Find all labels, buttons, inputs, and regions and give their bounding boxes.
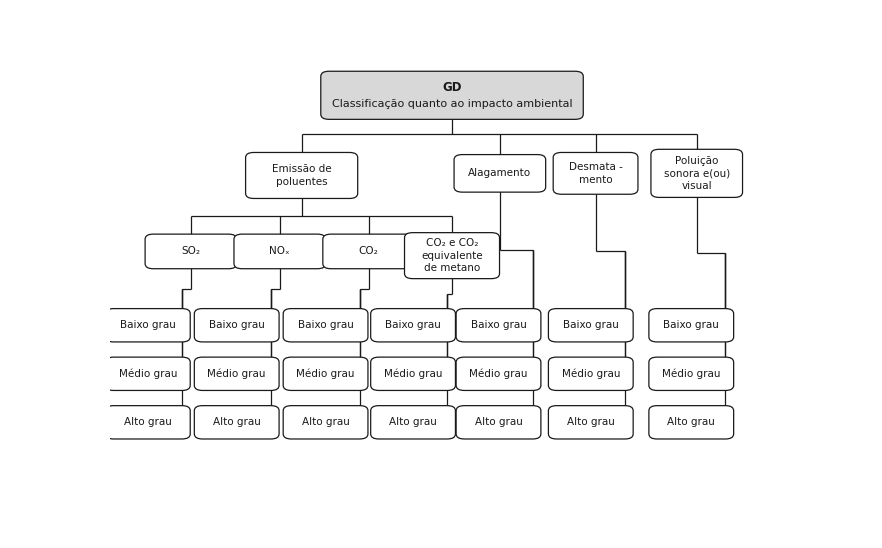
Text: Baixo grau: Baixo grau bbox=[385, 320, 441, 330]
Text: Médio grau: Médio grau bbox=[207, 369, 266, 379]
FancyBboxPatch shape bbox=[106, 309, 191, 342]
FancyBboxPatch shape bbox=[549, 357, 633, 391]
FancyBboxPatch shape bbox=[651, 149, 743, 197]
Text: Médio grau: Médio grau bbox=[562, 369, 620, 379]
FancyBboxPatch shape bbox=[106, 357, 191, 391]
FancyBboxPatch shape bbox=[194, 357, 279, 391]
Text: Emissão de
poluentes: Emissão de poluentes bbox=[272, 164, 332, 187]
FancyBboxPatch shape bbox=[106, 406, 191, 439]
Text: Classificação quanto ao impacto ambiental: Classificação quanto ao impacto ambienta… bbox=[332, 99, 572, 109]
FancyBboxPatch shape bbox=[549, 309, 633, 342]
Text: Médio grau: Médio grau bbox=[662, 369, 721, 379]
FancyBboxPatch shape bbox=[370, 406, 455, 439]
FancyBboxPatch shape bbox=[405, 233, 499, 278]
FancyBboxPatch shape bbox=[146, 234, 236, 269]
FancyBboxPatch shape bbox=[370, 357, 455, 391]
FancyBboxPatch shape bbox=[370, 309, 455, 342]
Text: Desmata -
mento: Desmata - mento bbox=[569, 162, 623, 185]
FancyBboxPatch shape bbox=[323, 234, 415, 269]
FancyBboxPatch shape bbox=[649, 357, 734, 391]
Text: Alto grau: Alto grau bbox=[302, 418, 349, 427]
Text: Alto grau: Alto grau bbox=[213, 418, 261, 427]
Text: Alto grau: Alto grau bbox=[668, 418, 715, 427]
Text: Médio grau: Médio grau bbox=[384, 369, 442, 379]
Text: NOₓ: NOₓ bbox=[270, 247, 290, 256]
FancyBboxPatch shape bbox=[456, 309, 541, 342]
FancyBboxPatch shape bbox=[194, 309, 279, 342]
Text: Baixo grau: Baixo grau bbox=[120, 320, 176, 330]
FancyBboxPatch shape bbox=[194, 406, 279, 439]
Text: Baixo grau: Baixo grau bbox=[663, 320, 719, 330]
FancyBboxPatch shape bbox=[649, 406, 734, 439]
FancyBboxPatch shape bbox=[283, 406, 368, 439]
Text: Médio grau: Médio grau bbox=[469, 369, 527, 379]
Text: Baixo grau: Baixo grau bbox=[471, 320, 527, 330]
FancyBboxPatch shape bbox=[553, 152, 638, 194]
Text: Alagamento: Alagamento bbox=[468, 168, 532, 178]
Text: Baixo grau: Baixo grau bbox=[297, 320, 354, 330]
FancyBboxPatch shape bbox=[456, 406, 541, 439]
Text: Alto grau: Alto grau bbox=[123, 418, 172, 427]
FancyBboxPatch shape bbox=[321, 71, 583, 119]
FancyBboxPatch shape bbox=[234, 234, 325, 269]
Text: CO₂: CO₂ bbox=[359, 247, 378, 256]
FancyBboxPatch shape bbox=[456, 357, 541, 391]
FancyBboxPatch shape bbox=[454, 155, 546, 192]
Text: Baixo grau: Baixo grau bbox=[209, 320, 265, 330]
Text: Poluição
sonora e(ou)
visual: Poluição sonora e(ou) visual bbox=[663, 156, 730, 191]
Text: Alto grau: Alto grau bbox=[475, 418, 522, 427]
Text: Médio grau: Médio grau bbox=[296, 369, 355, 379]
FancyBboxPatch shape bbox=[245, 152, 358, 198]
Text: CO₂ e CO₂
equivalente
de metano: CO₂ e CO₂ equivalente de metano bbox=[422, 238, 482, 273]
Text: Alto grau: Alto grau bbox=[567, 418, 615, 427]
FancyBboxPatch shape bbox=[283, 357, 368, 391]
FancyBboxPatch shape bbox=[283, 309, 368, 342]
Text: Médio grau: Médio grau bbox=[118, 369, 177, 379]
Text: SO₂: SO₂ bbox=[182, 247, 200, 256]
Text: Alto grau: Alto grau bbox=[389, 418, 437, 427]
Text: GD: GD bbox=[442, 81, 462, 94]
Text: Baixo grau: Baixo grau bbox=[563, 320, 619, 330]
FancyBboxPatch shape bbox=[649, 309, 734, 342]
FancyBboxPatch shape bbox=[549, 406, 633, 439]
